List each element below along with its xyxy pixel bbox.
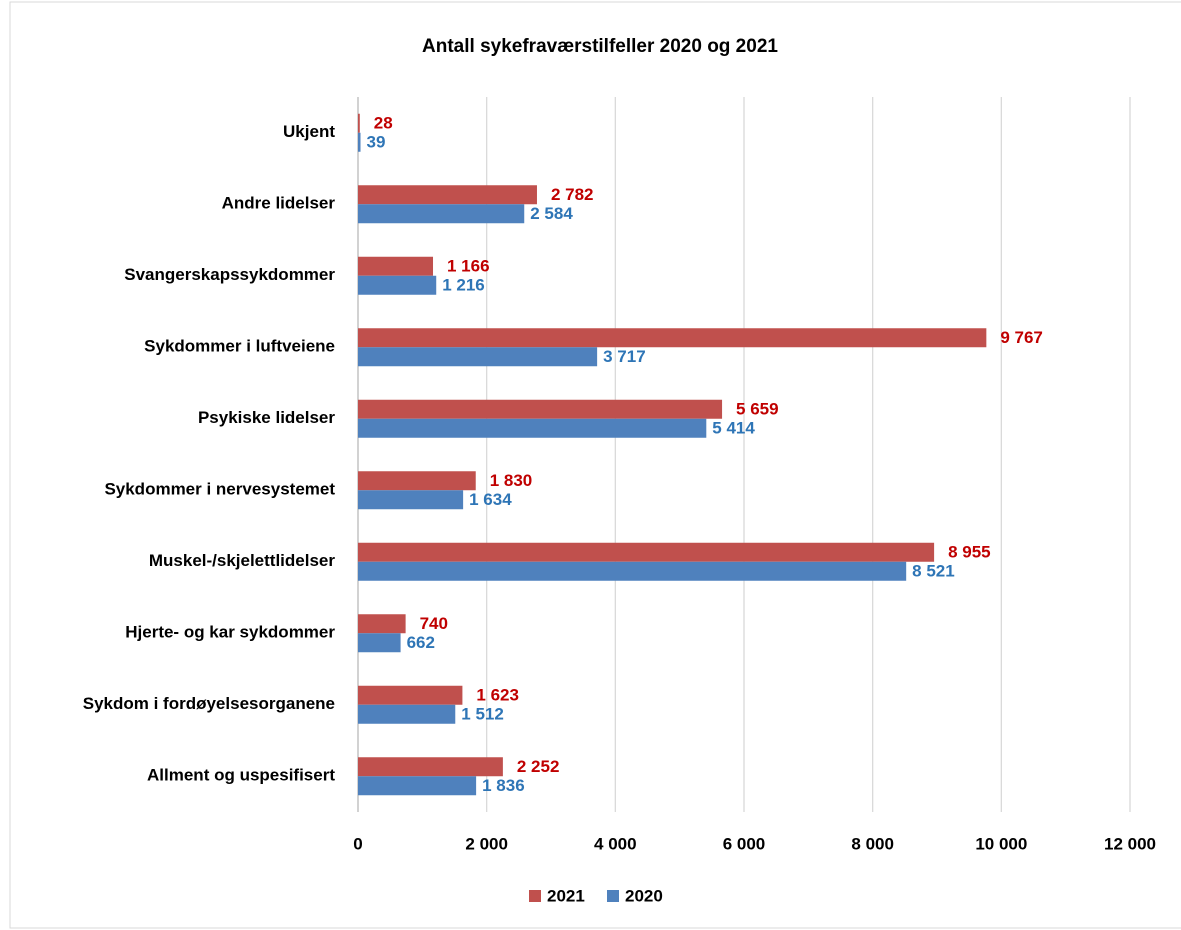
data-label: 5 659 xyxy=(736,400,779,419)
bar xyxy=(358,132,361,152)
bar xyxy=(358,275,437,295)
bar xyxy=(358,542,935,562)
data-label: 740 xyxy=(420,614,448,633)
data-label: 8 521 xyxy=(912,562,955,581)
bar xyxy=(358,490,464,510)
data-label: 1 512 xyxy=(461,705,504,724)
y-tick-label: Muskel-/skjelettlidelser xyxy=(149,551,336,570)
data-label: 1 166 xyxy=(447,257,490,276)
bar xyxy=(358,347,598,367)
data-label: 5 414 xyxy=(712,419,755,438)
bar xyxy=(358,776,477,796)
x-tick-label: 12 000 xyxy=(1104,834,1156,853)
legend-swatch xyxy=(607,890,619,902)
y-tick-label: Andre lidelser xyxy=(222,194,336,213)
data-label: 2 252 xyxy=(517,757,560,776)
data-label: 8 955 xyxy=(948,543,991,562)
data-label: 2 782 xyxy=(551,185,594,204)
data-label: 9 767 xyxy=(1000,328,1043,347)
data-label: 39 xyxy=(367,133,386,152)
bar xyxy=(358,328,987,348)
data-label: 662 xyxy=(407,633,435,652)
data-label: 1 836 xyxy=(482,776,525,795)
bar xyxy=(358,685,463,705)
bar xyxy=(358,113,360,133)
x-tick-label: 4 000 xyxy=(594,834,637,853)
bar xyxy=(358,185,537,205)
x-tick-label: 6 000 xyxy=(723,834,766,853)
y-tick-label: Svangerskapssykdommer xyxy=(124,265,335,284)
data-label: 2 584 xyxy=(530,204,573,223)
legend-label: 2021 xyxy=(547,886,585,905)
x-tick-label: 2 000 xyxy=(465,834,508,853)
y-tick-label: Sykdommer i nervesystemet xyxy=(104,480,335,499)
bar xyxy=(358,471,476,491)
bar xyxy=(358,399,723,419)
bar xyxy=(358,418,707,438)
data-label: 1 830 xyxy=(490,471,533,490)
bar xyxy=(358,256,434,276)
x-tick-label: 10 000 xyxy=(975,834,1027,853)
y-tick-label: Sykdommer i luftveiene xyxy=(144,337,335,356)
bar xyxy=(358,704,456,724)
y-tick-label: Hjerte- og kar sykdommer xyxy=(125,623,335,642)
chart-title: Antall sykefraværstilfeller 2020 og 2021 xyxy=(422,36,778,57)
x-tick-label: 0 xyxy=(353,834,362,853)
bar xyxy=(358,204,525,224)
y-tick-label: Ukjent xyxy=(283,122,335,141)
data-label: 1 216 xyxy=(442,276,485,295)
data-label: 1 623 xyxy=(476,686,519,705)
bar xyxy=(358,614,406,634)
y-tick-label: Psykiske lidelser xyxy=(198,408,335,427)
bar xyxy=(358,633,401,653)
chart-frame xyxy=(9,1,1181,929)
data-label: 28 xyxy=(374,114,393,133)
legend-swatch xyxy=(529,890,541,902)
data-label: 3 717 xyxy=(603,347,646,366)
y-tick-label: Allment og uspesifisert xyxy=(147,766,335,785)
legend-label: 2020 xyxy=(625,886,663,905)
x-tick-label: 8 000 xyxy=(851,834,894,853)
bar xyxy=(358,757,503,777)
y-tick-label: Sykdom i fordøyelsesorganene xyxy=(83,694,335,713)
bar xyxy=(358,561,907,581)
data-label: 1 634 xyxy=(469,490,512,509)
